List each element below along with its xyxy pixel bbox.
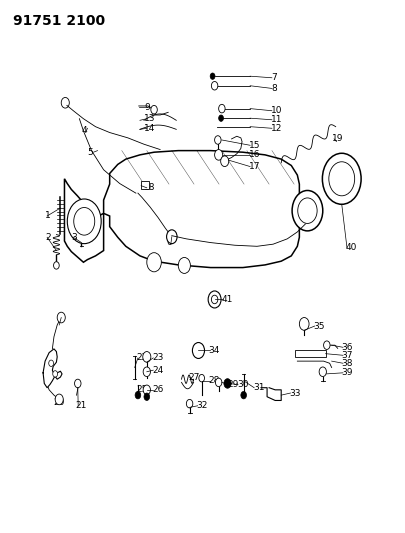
Text: 23: 23 (152, 353, 164, 362)
Circle shape (166, 230, 177, 244)
Circle shape (53, 370, 58, 377)
Text: 33: 33 (289, 389, 301, 398)
Text: 17: 17 (249, 162, 260, 171)
Text: 91751 2100: 91751 2100 (13, 14, 105, 28)
Text: 31: 31 (253, 383, 264, 392)
Circle shape (144, 393, 149, 400)
Polygon shape (43, 349, 62, 387)
Circle shape (53, 262, 59, 269)
Circle shape (147, 253, 161, 272)
Text: 15: 15 (249, 141, 260, 150)
Text: 32: 32 (196, 401, 208, 410)
Circle shape (186, 399, 193, 408)
Circle shape (55, 394, 63, 405)
Circle shape (324, 341, 330, 350)
Text: 5: 5 (87, 148, 93, 157)
Text: 25: 25 (136, 385, 147, 394)
Text: 30: 30 (237, 380, 248, 389)
Circle shape (67, 199, 101, 244)
Circle shape (215, 378, 222, 386)
Circle shape (199, 374, 205, 382)
Circle shape (215, 136, 221, 144)
Text: 34: 34 (209, 346, 220, 355)
Text: 3: 3 (71, 233, 77, 242)
Circle shape (241, 391, 247, 399)
Text: 24: 24 (152, 366, 163, 375)
Polygon shape (104, 151, 299, 268)
Bar (295, 350, 326, 357)
Text: 7: 7 (271, 73, 277, 82)
Circle shape (329, 162, 355, 196)
Circle shape (135, 391, 141, 399)
Text: 11: 11 (271, 115, 283, 124)
Circle shape (319, 367, 326, 376)
Circle shape (299, 318, 309, 330)
Circle shape (143, 367, 150, 376)
Circle shape (210, 73, 215, 79)
Circle shape (57, 312, 65, 323)
Circle shape (61, 98, 69, 108)
Circle shape (219, 115, 224, 122)
Circle shape (219, 104, 225, 113)
Circle shape (192, 343, 205, 359)
Circle shape (178, 257, 190, 273)
Text: 9: 9 (144, 102, 150, 111)
Circle shape (292, 190, 323, 231)
Text: 40: 40 (346, 244, 357, 253)
Circle shape (211, 82, 218, 90)
Text: 10: 10 (271, 106, 283, 115)
Text: 36: 36 (342, 343, 353, 352)
Circle shape (211, 295, 218, 304)
Text: 21: 21 (75, 401, 87, 410)
Circle shape (74, 207, 95, 235)
Text: 8: 8 (271, 84, 277, 93)
Circle shape (151, 106, 157, 114)
Text: 18: 18 (144, 183, 156, 192)
Bar (141, 181, 149, 189)
Polygon shape (64, 179, 104, 262)
Circle shape (143, 352, 151, 362)
Text: 37: 37 (342, 351, 353, 360)
Text: 22: 22 (136, 353, 147, 362)
Text: 35: 35 (313, 321, 325, 330)
Text: 13: 13 (144, 114, 156, 123)
Text: 12: 12 (271, 124, 283, 133)
Text: 14: 14 (144, 124, 156, 133)
Text: 6: 6 (166, 238, 172, 247)
Circle shape (75, 379, 81, 387)
Circle shape (221, 156, 229, 166)
Text: 38: 38 (342, 359, 353, 368)
Text: 29: 29 (228, 380, 239, 389)
Circle shape (49, 360, 53, 367)
Text: 39: 39 (342, 368, 353, 377)
Text: 16: 16 (249, 150, 260, 159)
Text: 20: 20 (53, 398, 64, 407)
Text: 27: 27 (188, 373, 200, 382)
Text: 2: 2 (45, 233, 51, 242)
Circle shape (143, 385, 150, 394)
Circle shape (224, 378, 231, 388)
Circle shape (208, 291, 221, 308)
Circle shape (215, 150, 223, 160)
Text: 19: 19 (332, 134, 343, 143)
Text: 28: 28 (209, 376, 220, 385)
Text: 26: 26 (152, 385, 164, 394)
Text: 41: 41 (222, 295, 233, 304)
Text: 4: 4 (81, 126, 87, 135)
Text: 1: 1 (45, 212, 51, 221)
Circle shape (322, 154, 361, 204)
Circle shape (298, 198, 317, 223)
